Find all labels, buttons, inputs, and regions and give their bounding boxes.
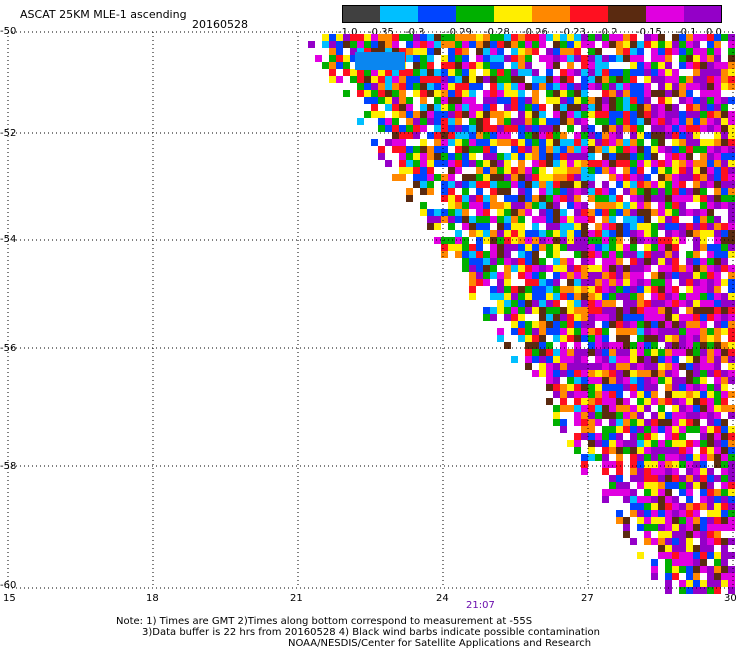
colorbar-swatch [684, 5, 722, 23]
y-tick-label: -54 [0, 234, 17, 245]
colorbar-label: -0.3 [405, 27, 425, 38]
pass-time-label: 21:07 [466, 600, 495, 611]
colorbar-label: -0.2 [598, 27, 618, 38]
colorbar-label: -0.1 [677, 27, 697, 38]
map-date: 20160528 [192, 18, 248, 31]
x-tick-label: 30 [724, 593, 737, 604]
x-tick-label: 15 [3, 593, 16, 604]
graticule [7, 31, 734, 589]
y-tick-label: -60 [0, 580, 17, 591]
note-line-1: Note: 1) Times are GMT 2)Times along bot… [116, 616, 533, 627]
y-tick-label: -58 [0, 461, 17, 472]
x-tick-label: 27 [581, 593, 594, 604]
colorbar-swatch [418, 5, 456, 23]
colorbar-swatch [646, 5, 684, 23]
y-tick-label: -52 [0, 128, 17, 139]
x-tick-label: 18 [146, 593, 159, 604]
colorbar-swatch [342, 5, 380, 23]
map-title: ASCAT 25KM MLE-1 ascending [20, 8, 187, 21]
color-scale-bar [342, 5, 722, 23]
y-tick-label: -50 [0, 26, 17, 37]
colorbar-swatch [608, 5, 646, 23]
colorbar-swatch [494, 5, 532, 23]
x-tick-label: 24 [436, 593, 449, 604]
colorbar-swatch [570, 5, 608, 23]
colorbar-label: 0.0 [706, 27, 722, 38]
colorbar-swatch [380, 5, 418, 23]
note-line-2: 3)Data buffer is 22 hrs from 20160528 4)… [142, 627, 600, 638]
y-tick-label: -56 [0, 343, 17, 354]
colorbar-swatch [532, 5, 570, 23]
note-line-3: NOAA/NESDIS/Center for Satellite Applica… [288, 638, 592, 649]
colorbar-label: -1.0 [338, 27, 358, 38]
colorbar-label: -0.26 [522, 27, 548, 38]
swath-cells [308, 34, 735, 594]
x-tick-label: 21 [290, 593, 303, 604]
colorbar-label: -0.29 [446, 27, 472, 38]
colorbar-swatch [456, 5, 494, 23]
